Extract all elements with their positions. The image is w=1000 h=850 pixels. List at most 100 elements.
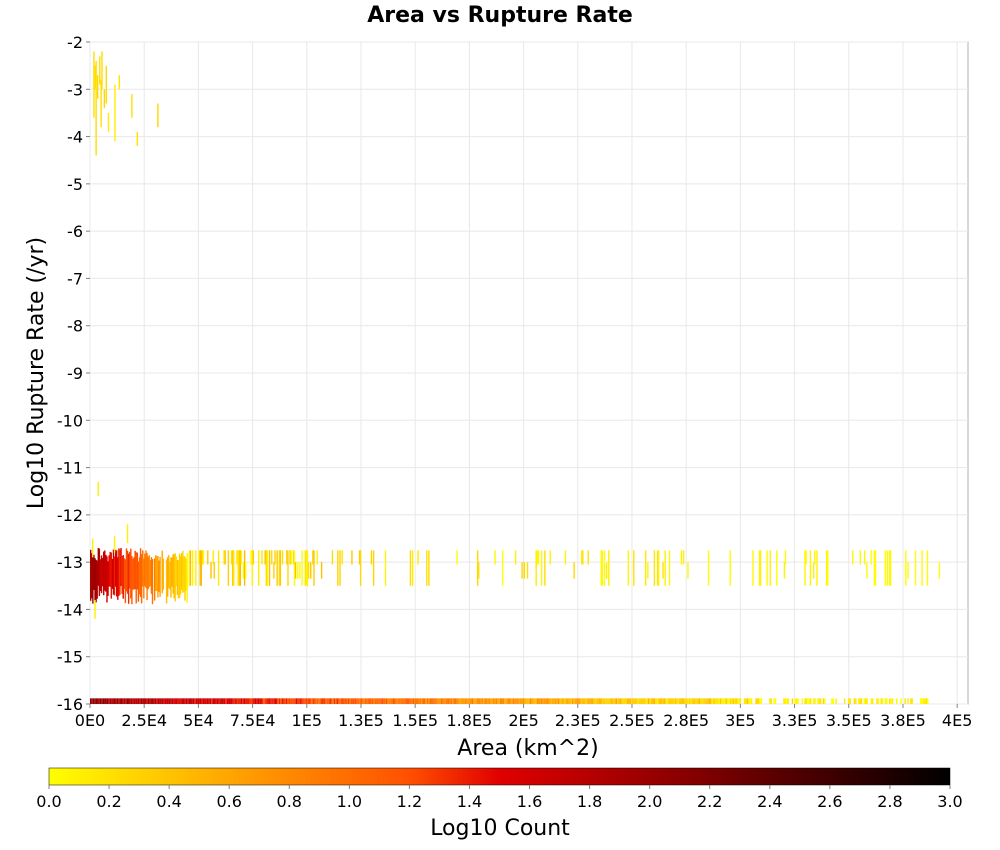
heatmap-cell: [695, 698, 698, 704]
heatmap-cell: [697, 698, 699, 704]
heatmap-cell: [223, 698, 226, 704]
heatmap-cell: [129, 551, 131, 589]
heatmap-cell: [408, 698, 410, 704]
heatmap-cell: [679, 698, 681, 704]
heatmap-cell: [905, 550, 907, 586]
heatmap-cell: [521, 698, 523, 704]
heatmap-cell: [743, 698, 746, 704]
heatmap-cell: [197, 698, 199, 704]
heatmap-cell: [312, 698, 315, 704]
heatmap-cell: [174, 553, 176, 602]
heatmap-cell: [857, 698, 860, 704]
heatmap-cell: [552, 698, 554, 704]
heatmap-cell: [414, 698, 416, 704]
heatmap-cell: [106, 556, 108, 603]
heatmap-cell: [835, 698, 837, 704]
colorbar-tick-label: 1.6: [517, 792, 542, 811]
heatmap-cell: [168, 698, 171, 704]
heatmap-cell: [182, 550, 184, 593]
heatmap-cell: [938, 562, 941, 579]
heatmap-cell: [480, 698, 482, 704]
heatmap-cell: [477, 698, 479, 704]
y-tick-label: -4: [67, 128, 83, 147]
heatmap-cell: [694, 698, 696, 704]
heatmap-cell: [99, 698, 102, 704]
heatmap-cell: [605, 562, 608, 579]
heatmap-cell: [186, 553, 188, 603]
heatmap-cell: [533, 698, 536, 704]
y-axis-ticks: -2 -3 -4 -5 -6 -7 -8 -9 -10 -11 -12 -13 -14 -15 -16: [57, 33, 90, 714]
heatmap-cell: [622, 698, 625, 704]
heatmap-cell: [129, 698, 131, 704]
heatmap-cell: [500, 698, 502, 704]
heatmap-cell: [758, 550, 761, 586]
heatmap-cell: [398, 698, 401, 704]
heatmap-cell: [340, 698, 343, 704]
heatmap-cell: [571, 698, 574, 704]
heatmap-cell: [195, 550, 197, 586]
heatmap-cell: [890, 698, 892, 704]
heatmap-cell: [243, 550, 246, 586]
heatmap-cell: [280, 698, 282, 704]
heatmap-cell: [136, 552, 139, 590]
heatmap-cell: [627, 550, 630, 586]
heatmap-cell: [330, 698, 333, 704]
heatmap-cell: [471, 698, 474, 704]
heatmap-cell: [147, 698, 150, 704]
heatmap-cell: [286, 550, 288, 565]
heatmap-cell: [230, 698, 233, 704]
heatmap-cell: [490, 698, 492, 704]
heatmap-cell: [231, 550, 234, 586]
heatmap-cell: [233, 550, 235, 586]
heatmap-cell: [412, 698, 415, 704]
heatmap-cell: [655, 698, 657, 704]
heatmap-cell: [619, 698, 622, 704]
heatmap-cell: [617, 698, 619, 704]
heatmap-cell: [526, 698, 529, 704]
heatmap-cell: [120, 547, 122, 587]
heatmap-cell: [349, 698, 351, 704]
heatmap-cell: [485, 698, 488, 704]
heatmap-cell: [107, 112, 110, 132]
heatmap-cell: [738, 698, 740, 704]
heatmap-cell: [261, 698, 264, 704]
heatmap-cell: [428, 550, 430, 586]
heatmap-cell: [356, 698, 358, 704]
heatmap-cell: [827, 550, 829, 586]
heatmap-cell: [476, 698, 478, 704]
heatmap-cell: [690, 698, 692, 704]
heatmap-cell: [669, 698, 671, 704]
heatmap-cell: [538, 698, 540, 704]
heatmap-cell: [609, 698, 612, 704]
heatmap-cell: [594, 698, 596, 704]
heatmap-cell: [687, 698, 689, 704]
heatmap-cell: [177, 698, 179, 704]
heatmap-cell: [884, 550, 886, 586]
heatmap-cell: [426, 550, 428, 586]
heatmap-cell: [150, 698, 152, 704]
heatmap-cell: [357, 698, 360, 704]
heatmap-cell: [238, 550, 240, 586]
heatmap-cell: [729, 550, 731, 586]
heatmap-cell: [165, 559, 168, 604]
heatmap-cell: [774, 698, 777, 704]
heatmap-cell: [728, 698, 730, 704]
colorbar-tick-label: 2.0: [637, 792, 662, 811]
heatmap-cell: [204, 698, 206, 704]
heatmap-cell: [112, 549, 115, 595]
heatmap-cell: [528, 698, 530, 704]
heatmap-cell: [279, 550, 282, 586]
heatmap-cell: [95, 698, 98, 704]
y-tick-label: -10: [57, 411, 83, 430]
heatmap-cell: [582, 550, 584, 565]
heatmap-cell: [99, 559, 102, 592]
heatmap-cell: [172, 554, 174, 594]
heatmap-cell: [502, 698, 505, 704]
heatmap-cell: [274, 698, 276, 704]
heatmap-cell: [242, 698, 244, 704]
heatmap-cell: [168, 555, 170, 588]
heatmap-cell: [587, 698, 589, 704]
heatmap-cell: [731, 698, 733, 704]
heatmap-cell: [524, 698, 526, 704]
